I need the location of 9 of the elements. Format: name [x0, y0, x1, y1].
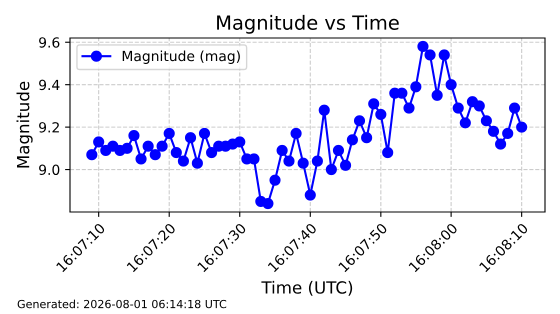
y-tick-label: 9.6 — [39, 37, 60, 48]
legend-label: Magnitude (mag) — [122, 50, 240, 64]
y-tick-label: 9.0 — [39, 164, 60, 176]
text: Generated: 2026-08-01 06:14:18 UTC — [18, 300, 226, 308]
y-axis-title: Magnitude — [16, 82, 33, 168]
chart-title: Magnitude vs Time — [217, 14, 399, 34]
y-tick-label: 9.4 — [39, 80, 60, 90]
x-axis-title: Time (UTC) — [261, 280, 352, 296]
y-tick-label: 9.2 — [39, 122, 59, 133]
